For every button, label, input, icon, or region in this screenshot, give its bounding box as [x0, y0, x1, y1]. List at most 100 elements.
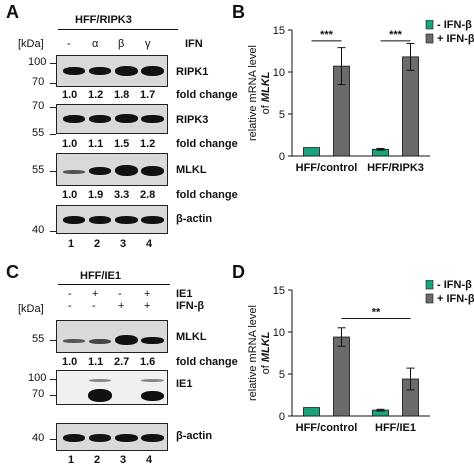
mw-marker: 40 [32, 224, 45, 236]
band [141, 391, 164, 401]
band [115, 434, 138, 442]
y-tick-label: 5 [279, 369, 285, 381]
ifnb-lane-2: - [92, 300, 96, 312]
y-tick-label: 0 [279, 151, 285, 163]
treatment-lane-1: - [67, 38, 71, 50]
x-tick-label: HFF/RIPK3 [367, 162, 424, 174]
treatment-lane-2: α [92, 38, 99, 50]
band [115, 216, 138, 224]
mw-marker: 70 [32, 100, 45, 112]
mw-tick [50, 395, 56, 396]
treatment-label-a: IFN [185, 38, 203, 50]
ie1-lane-2: + [92, 288, 99, 300]
fold-value: 1.1 [88, 356, 104, 368]
fold-value: 1.0 [62, 356, 78, 368]
blot-ripk3 [56, 104, 168, 134]
y-axis-label: relative mRNA levelof MLKL [247, 45, 272, 141]
fold-value: 1.2 [88, 89, 104, 101]
ifnb-lane-1: - [68, 300, 72, 312]
band [89, 216, 111, 224]
y-tick-label: 0 [279, 411, 285, 423]
fold-value: 1.1 [88, 138, 104, 150]
blot-ie1 [56, 370, 168, 405]
fold-value: 1.2 [140, 138, 156, 150]
mw-tick [50, 107, 56, 108]
protein-label-ripk3: RIPK3 [176, 114, 209, 126]
panel-letter-b: B [232, 2, 245, 22]
x-tick-label: HFF/control [296, 422, 358, 434]
lane-number: 2 [94, 454, 101, 466]
mw-marker: 70 [32, 388, 45, 400]
protein-label-mlkl-c: MLKL [176, 331, 207, 343]
mw-tick [50, 340, 56, 341]
panel-letter-c: C [6, 262, 19, 282]
band [89, 434, 111, 442]
legend-label: - IFN-β [437, 20, 472, 31]
fold-value: 1.7 [140, 89, 156, 101]
mw-marker: 100 [28, 372, 47, 384]
lane-number: 4 [146, 238, 153, 250]
ie1-lane-4: + [144, 288, 151, 300]
bar [303, 147, 320, 157]
treatment-lane-4: γ [145, 38, 151, 50]
band [63, 170, 85, 174]
band [141, 216, 164, 224]
mw-marker: 100 [28, 56, 47, 68]
mw-marker: 55 [32, 127, 45, 139]
blot-actin-c [56, 423, 168, 451]
fold-change-label: fold change [176, 356, 238, 368]
y-tick-label: 5 [279, 109, 285, 121]
legend-swatch [425, 293, 434, 304]
mw-tick [50, 83, 56, 84]
band [89, 379, 111, 382]
blot-ripk1 [56, 55, 168, 87]
ie1-row-label: IE1 [176, 288, 193, 300]
band [63, 434, 85, 442]
significance-label: *** [389, 29, 403, 41]
mw-tick [50, 63, 56, 64]
fold-value: 2.7 [114, 356, 130, 368]
band [63, 67, 85, 75]
ie1-lane-1: - [68, 288, 72, 300]
lane-number: 2 [94, 238, 101, 250]
legend-swatch [425, 280, 434, 290]
lane-number: 3 [120, 238, 127, 250]
band [63, 216, 85, 224]
band [63, 339, 85, 343]
bar [402, 56, 419, 157]
blot-mlkl-c [56, 320, 168, 353]
band [115, 165, 138, 176]
panel-letter-d: D [232, 262, 245, 282]
legend-label: + IFN-β [437, 33, 474, 45]
band [141, 166, 164, 176]
mw-marker: 55 [32, 164, 45, 176]
band [89, 67, 111, 75]
y-tick-label: 10 [273, 327, 285, 339]
lane-number: 1 [68, 238, 75, 250]
protein-label-ripk1: RIPK1 [176, 66, 209, 78]
fold-value: 3.3 [114, 189, 130, 201]
y-tick-label: 15 [273, 285, 285, 297]
band [141, 66, 164, 76]
treatment-lane-3: β [118, 38, 125, 50]
fold-value: 1.9 [88, 189, 104, 201]
mw-tick [50, 379, 56, 380]
cell-line-rule-a [58, 29, 178, 30]
panel-letter-a: A [6, 2, 19, 22]
band [115, 66, 138, 76]
legend-label: + IFN-β [437, 293, 474, 305]
fold-change-label: fold change [176, 138, 238, 150]
fold-value: 1.0 [62, 138, 78, 150]
band [115, 114, 138, 123]
significance-label: *** [320, 29, 334, 41]
fold-value: 1.8 [114, 89, 130, 101]
band [89, 339, 111, 344]
mw-tick [50, 231, 56, 232]
band [115, 335, 138, 345]
ie1-lane-3: - [118, 288, 122, 300]
fold-value: 2.8 [140, 189, 156, 201]
mw-tick [50, 134, 56, 135]
y-tick-label: 10 [273, 67, 285, 79]
protein-label-actin-c: β-actin [176, 430, 213, 442]
